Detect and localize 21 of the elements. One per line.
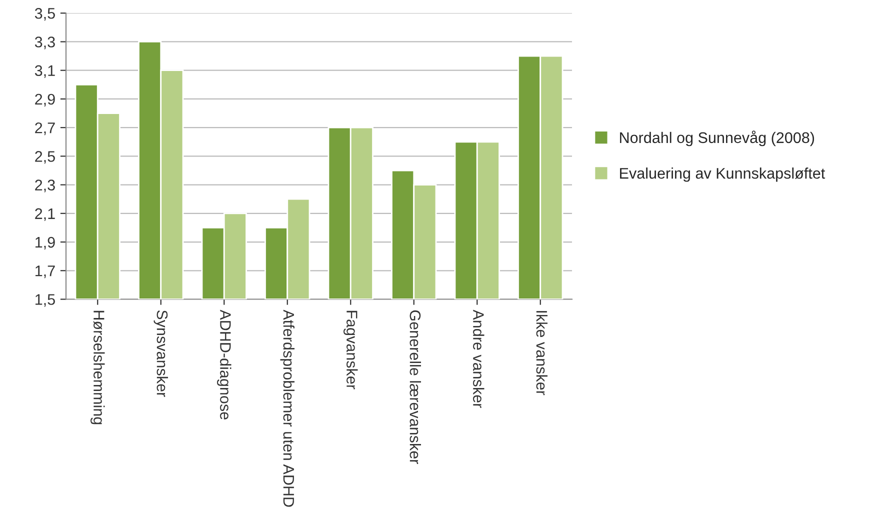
x-tick-label: Hørselshemming bbox=[90, 310, 105, 424]
x-tick-label: ADHD-diagnose bbox=[217, 310, 232, 420]
x-tick-label: Atferdsproblemer uten ADHD bbox=[280, 310, 294, 507]
y-tick-label: 3,3 bbox=[34, 36, 55, 50]
y-tick-label: 1,9 bbox=[36, 236, 55, 250]
y-tick-label: 1,5 bbox=[36, 294, 55, 307]
y-tick-label: 2,9 bbox=[35, 94, 55, 106]
y-tick-label: 2,1 bbox=[35, 208, 55, 221]
x-tick-label: Fagvansker bbox=[344, 310, 358, 390]
y-tick-label: 2,3 bbox=[35, 180, 55, 192]
x-tick-label: Ikke vansker bbox=[536, 311, 548, 396]
x-tick-label: Generelle lærevansker bbox=[410, 310, 421, 464]
x-tick-label: Andre vansker bbox=[473, 310, 484, 408]
y-tick-label: 1,7 bbox=[36, 266, 55, 278]
y-tick-label: 3,5 bbox=[34, 8, 55, 21]
y-tick-label: 3,1 bbox=[34, 65, 55, 78]
x-tick-label: Synsvansker bbox=[154, 310, 168, 397]
y-tick-label: 2,7 bbox=[35, 122, 55, 136]
legend-label: Evaluering av Kunnskapsløftet bbox=[620, 168, 826, 182]
y-tick-label: 2,5 bbox=[35, 151, 55, 164]
legend-label: Nordahl og Sunnevåg (2008) bbox=[620, 130, 814, 146]
